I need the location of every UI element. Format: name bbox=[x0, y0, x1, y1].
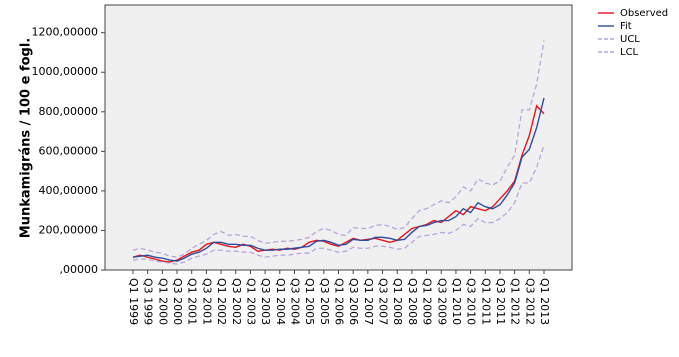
x-tick-label: Q1 2001 bbox=[186, 278, 199, 325]
x-tick-label: Q3 1999 bbox=[142, 278, 155, 325]
y-tick-label: 800,00000 bbox=[39, 105, 99, 118]
series-line bbox=[132, 40, 545, 258]
y-tick-label: ,00000 bbox=[60, 263, 99, 276]
y-tick-label: 1200,00000 bbox=[32, 26, 98, 39]
series-line bbox=[132, 145, 545, 265]
plot-area bbox=[104, 4, 573, 271]
x-tick-label: Q1 2013 bbox=[538, 278, 551, 325]
x-tick-label: Q1 2012 bbox=[509, 278, 522, 325]
series-line bbox=[132, 97, 545, 262]
x-tick-label: Q3 2001 bbox=[200, 278, 213, 325]
x-tick-label: Q1 2002 bbox=[215, 278, 228, 325]
x-tick-label: Q3 2009 bbox=[435, 278, 448, 325]
legend-label: LCL bbox=[620, 47, 639, 58]
y-tick-label: 1000,00000 bbox=[32, 65, 98, 78]
x-tick-label: Q1 2005 bbox=[303, 278, 316, 325]
x-tick-label: Q3 2010 bbox=[465, 278, 478, 325]
x-tick-label: Q3 2012 bbox=[523, 278, 536, 325]
y-tick-label: 200,00000 bbox=[39, 223, 99, 236]
x-tick-label: Q3 2011 bbox=[494, 278, 507, 325]
x-tick-label: Q1 2000 bbox=[156, 278, 169, 325]
x-tick-label: Q1 2010 bbox=[450, 278, 463, 325]
y-axis-title: Munkamigráns / 100 e fogl. bbox=[19, 38, 34, 238]
legend-label: Observed bbox=[620, 8, 668, 19]
x-tick-label: Q3 2004 bbox=[288, 278, 301, 325]
y-tick-label: 600,00000 bbox=[39, 144, 99, 157]
x-tick-label: Q1 2006 bbox=[333, 278, 346, 325]
x-tick-label: Q3 2002 bbox=[230, 278, 243, 325]
x-tick-label: Q3 2005 bbox=[318, 278, 331, 325]
x-tick-label: Q1 2008 bbox=[391, 278, 404, 325]
x-tick-label: Q1 2007 bbox=[362, 278, 375, 325]
x-tick-label: Q1 2009 bbox=[421, 278, 434, 325]
legend-label: Fit bbox=[620, 21, 632, 32]
x-tick-label: Q3 2008 bbox=[406, 278, 419, 325]
x-tick-label: Q3 2000 bbox=[171, 278, 184, 325]
series-line bbox=[132, 104, 545, 263]
y-tick-label: 400,00000 bbox=[39, 184, 99, 197]
legend-label: UCL bbox=[620, 34, 640, 45]
x-tick-label: Q1 2004 bbox=[274, 278, 287, 325]
x-tick-label: Q3 2006 bbox=[347, 278, 360, 325]
x-tick-label: Q1 2003 bbox=[244, 278, 257, 325]
x-tick-label: Q3 2003 bbox=[259, 278, 272, 325]
x-tick-label: Q1 1999 bbox=[127, 278, 140, 325]
x-tick-label: Q3 2007 bbox=[377, 278, 390, 325]
x-tick-label: Q1 2011 bbox=[479, 278, 492, 325]
